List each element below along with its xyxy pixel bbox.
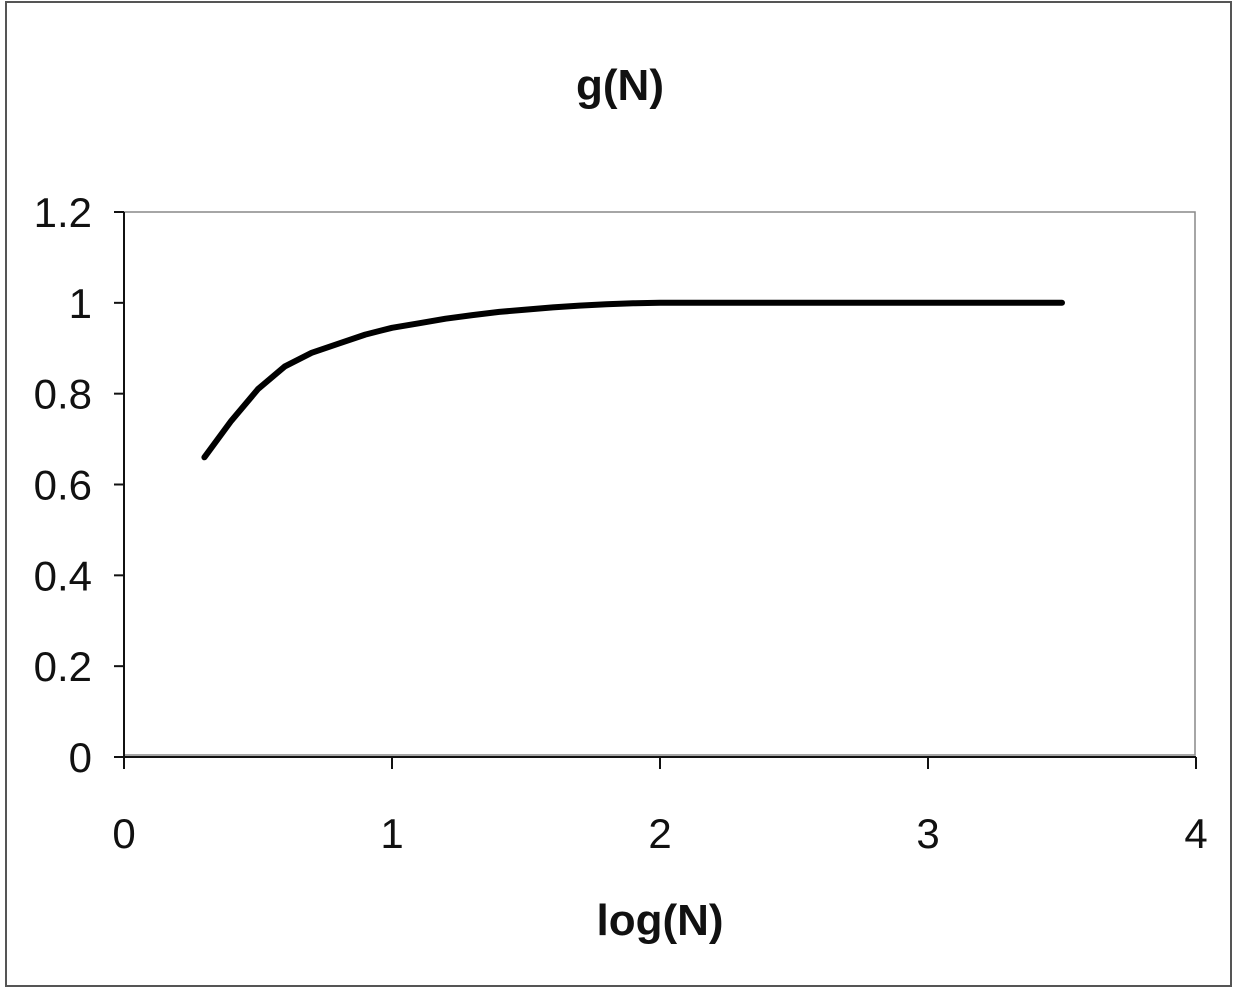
- y-tick-label: 0.2: [34, 643, 92, 690]
- y-tick-label: 1: [69, 280, 92, 327]
- y-axis-ticks: 0 0.2 0.4 0.6 0.8 1 1.2: [34, 189, 124, 781]
- x-tick-label: 3: [916, 810, 939, 857]
- chart-title: g(N): [576, 61, 664, 110]
- series-layer: [201, 299, 1065, 461]
- x-axis-title: log(N): [596, 896, 723, 945]
- x-tick-label: 2: [648, 810, 671, 857]
- series-line: [201, 299, 1065, 461]
- y-tick-label: 0: [69, 734, 92, 781]
- y-tick-label: 0.4: [34, 552, 92, 599]
- x-axis-ticks: 0 1 2 3 4: [112, 757, 1208, 857]
- x-tick-label: 1: [380, 810, 403, 857]
- y-tick-label: 0.6: [34, 462, 92, 509]
- y-tick-label: 1.2: [34, 189, 92, 236]
- x-tick-label: 0: [112, 810, 135, 857]
- x-tick-label: 4: [1184, 810, 1207, 857]
- y-tick-label: 0.8: [34, 371, 92, 418]
- chart-border: [5, 1, 1232, 987]
